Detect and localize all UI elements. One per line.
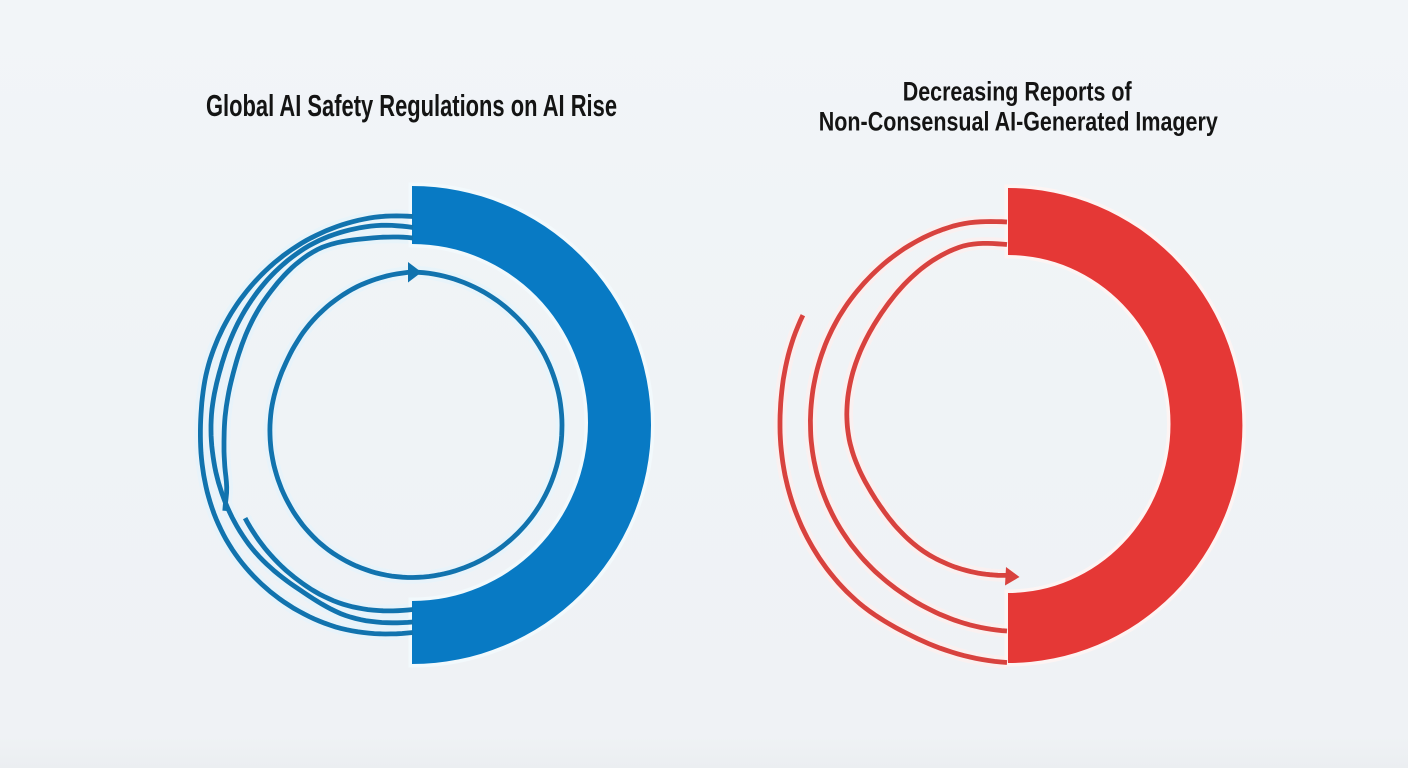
svg-text:Decreasing Reports of: Decreasing Reports of <box>903 75 1133 106</box>
svg-text:Non-Consensual AI-Generated Im: Non-Consensual AI-Generated Imagery <box>819 105 1218 136</box>
svg-text:Global AI Safety Regulations o: Global AI Safety Regulations on AI Rise <box>206 89 617 123</box>
